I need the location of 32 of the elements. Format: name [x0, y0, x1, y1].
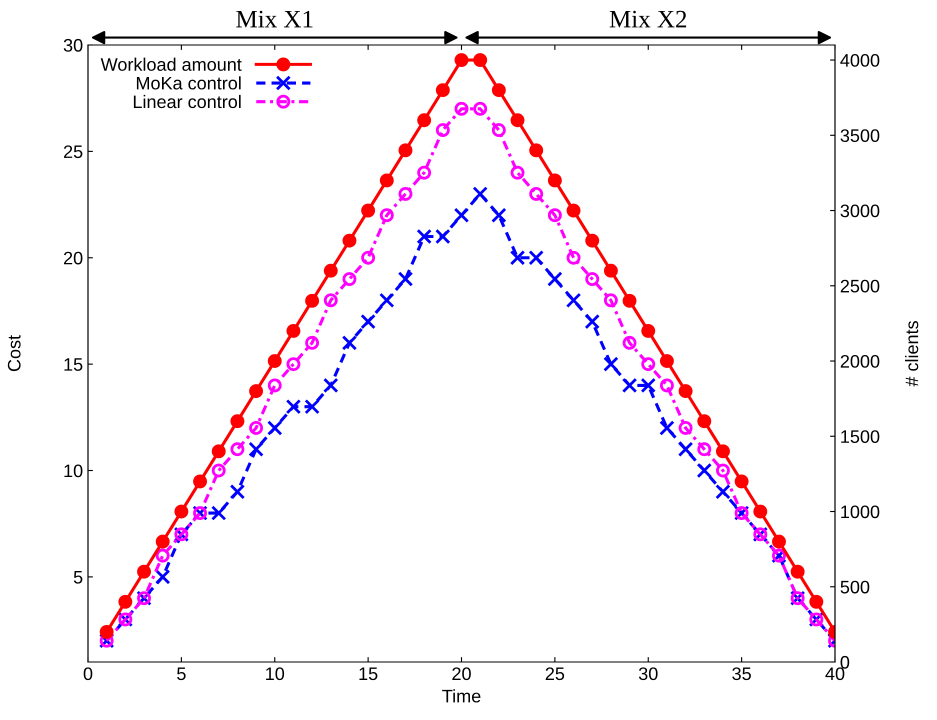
x-tick-label: 40: [825, 667, 844, 680]
x-tick-label: 20: [452, 667, 471, 680]
y-tick-label: 5: [74, 571, 82, 584]
text: Mix X2: [610, 10, 686, 28]
x-tick-label: 15: [359, 668, 378, 680]
y2-tick-label: 0: [840, 656, 850, 669]
legend-label: Workload amount: [100, 58, 242, 71]
x-tick-label: 25: [546, 667, 564, 680]
y2-tick-label: 3500: [840, 129, 880, 142]
y2-tick-label: 4000: [840, 54, 880, 67]
x-axis-title: Time: [442, 689, 480, 703]
x-tick-label: 0: [84, 667, 92, 680]
legend-label: MoKa control: [136, 76, 241, 90]
x-tick-label: 5: [177, 668, 186, 680]
y2-tick-label: 2000: [840, 354, 880, 368]
y2-tick-label: 1000: [841, 505, 880, 518]
y-tick-label: 20: [64, 252, 82, 264]
x-tick-label: 35: [732, 667, 751, 680]
y-tick-label: 30: [64, 38, 82, 52]
y-tick-label: 25: [64, 145, 82, 158]
y2-tick-label: 1500: [841, 430, 880, 443]
y2-axis-title: # clients: [905, 321, 918, 387]
y2-tick-label: 3000: [840, 204, 880, 218]
x-tick-label: 10: [266, 667, 284, 680]
y-tick-label: 10: [64, 464, 82, 478]
y2-tick-label: 500: [840, 580, 870, 594]
y-axis-title: Cost: [8, 335, 21, 372]
text: Mix X1: [236, 10, 312, 28]
legend-label: Linear control: [134, 94, 241, 108]
y2-tick-label: 2500: [840, 280, 880, 292]
y-tick-label: 15: [64, 358, 82, 371]
x-tick-label: 30: [638, 667, 658, 680]
